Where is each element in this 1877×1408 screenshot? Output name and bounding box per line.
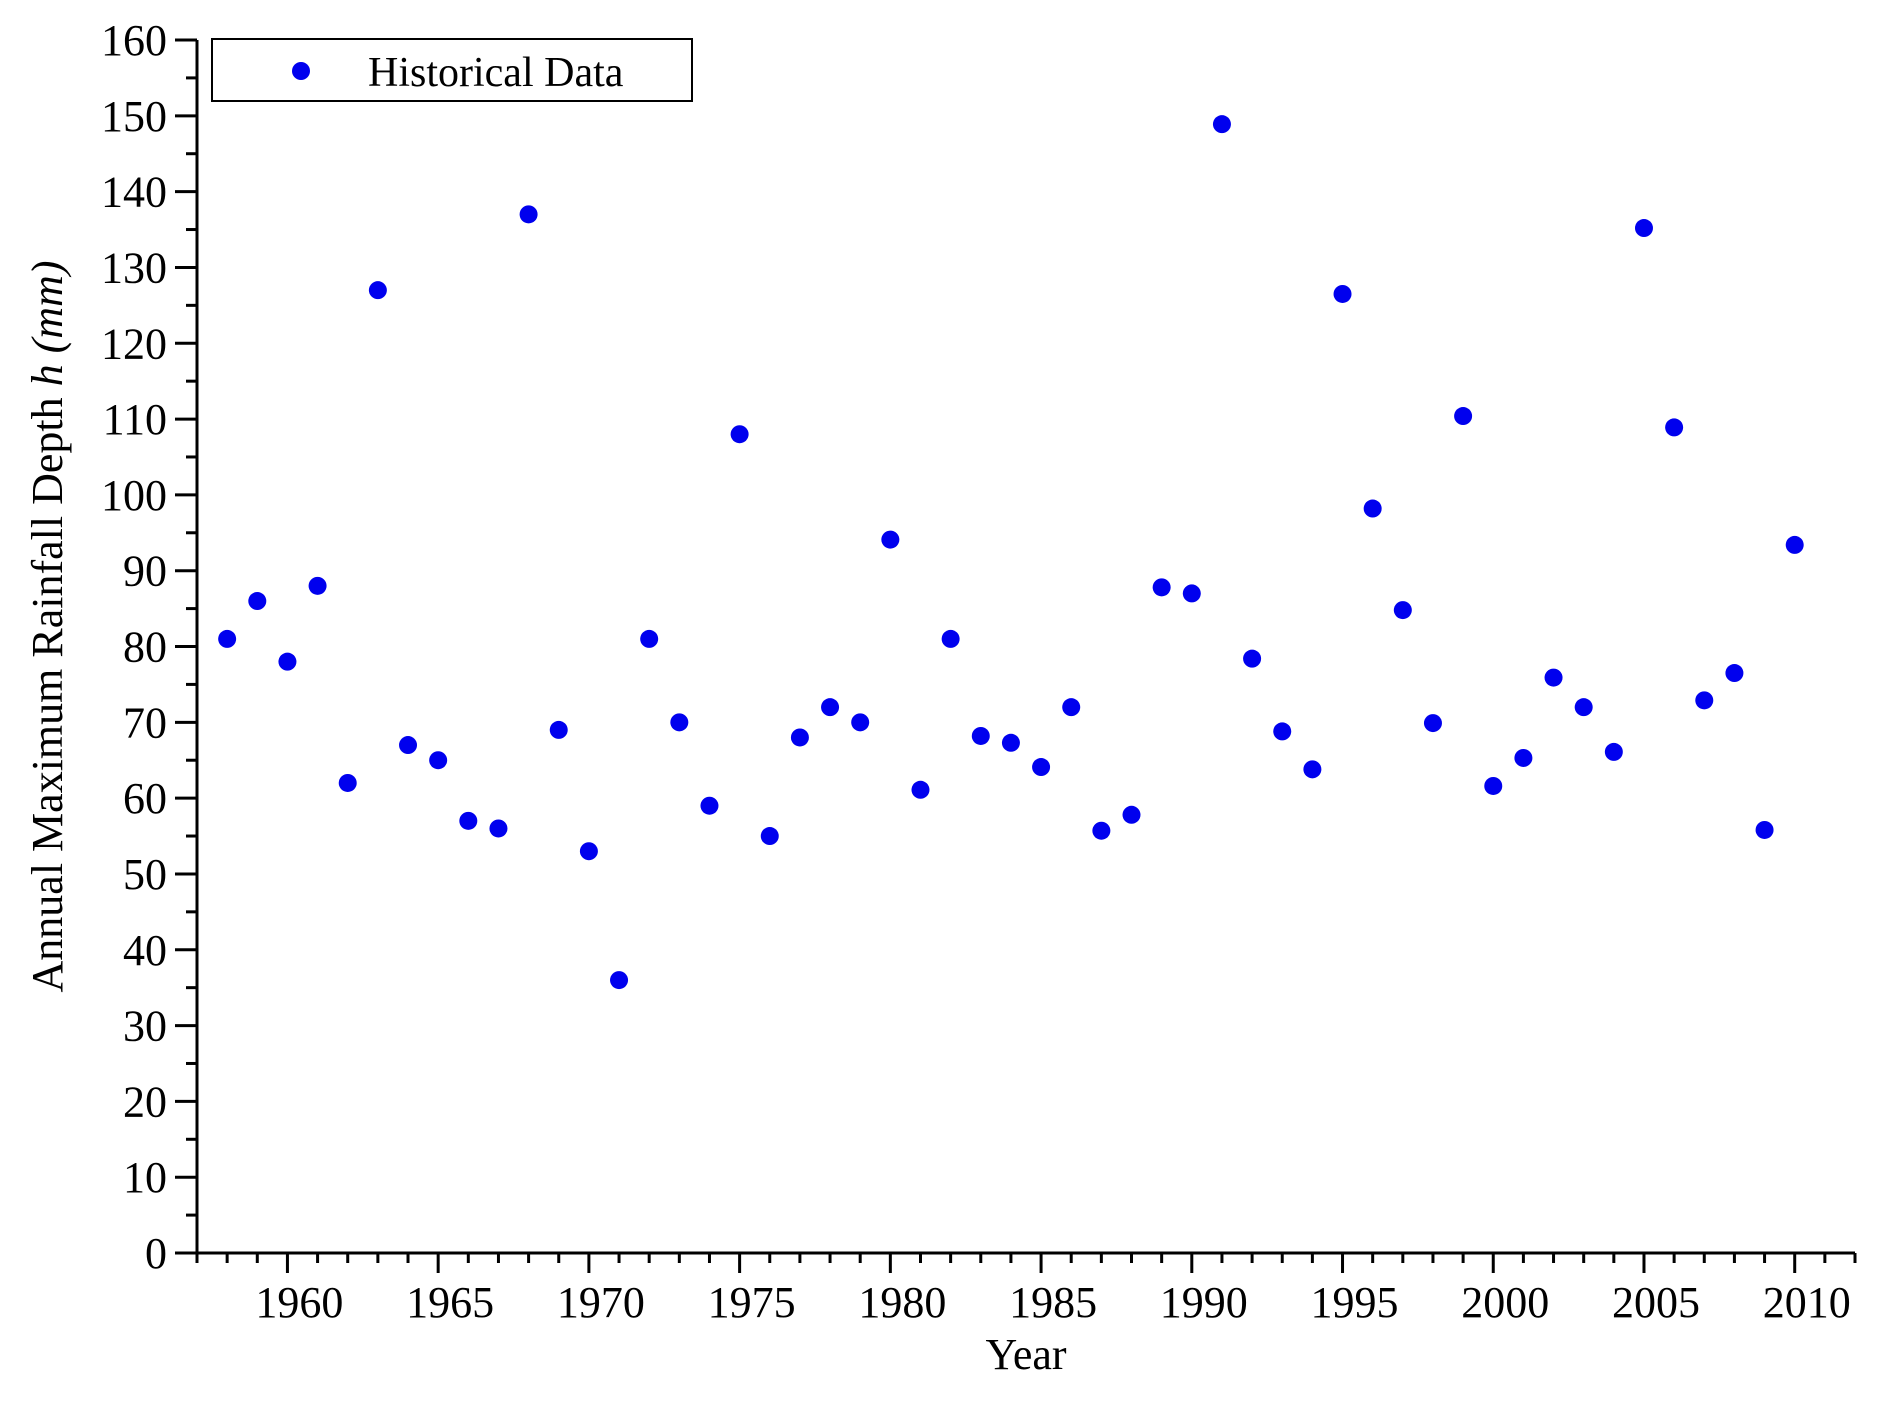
y-tick-label: 80 — [123, 623, 167, 672]
data-point — [429, 751, 448, 770]
data-point — [549, 720, 568, 739]
data-point — [1363, 499, 1382, 518]
data-point — [1243, 649, 1262, 668]
y-tick-label: 140 — [101, 168, 167, 217]
data-point — [1122, 805, 1141, 824]
data-point — [368, 281, 387, 300]
data-point — [971, 726, 990, 745]
x-tick-label: 2010 — [1763, 1278, 1851, 1327]
data-point — [1152, 578, 1171, 597]
x-tick-label: 1985 — [1009, 1278, 1097, 1327]
data-point — [248, 592, 267, 611]
data-point — [1484, 776, 1503, 795]
legend-label: Historical Data — [368, 50, 624, 96]
data-point — [459, 811, 478, 830]
data-point — [1062, 698, 1081, 717]
x-tick-label: 1960 — [255, 1278, 343, 1327]
data-point — [399, 736, 418, 755]
data-point — [911, 780, 930, 799]
x-tick-label: 1975 — [708, 1278, 796, 1327]
data-point — [1273, 722, 1292, 741]
data-point — [1725, 664, 1744, 683]
y-tick-label: 90 — [123, 547, 167, 596]
data-point — [1032, 758, 1051, 777]
y-tick-label: 60 — [123, 774, 167, 823]
x-tick-label: 2005 — [1612, 1278, 1700, 1327]
y-axis-label-prefix: Annual Maximum Rainfall Depth — [23, 386, 72, 992]
data-point — [218, 629, 237, 648]
x-axis-label: Year — [985, 1330, 1066, 1379]
x-tick-label: 1965 — [406, 1278, 494, 1327]
data-point — [308, 576, 327, 595]
data-point — [1665, 418, 1684, 437]
x-axis-ticks: 1960 1965 1970 1975 1980 1985 1990 1995 2000 2005… — [195, 1253, 1857, 1327]
y-axis-ticks: 0 10 20 30 40 50 60 70 80 90 100 110 120 130 140 150 160 — [101, 16, 197, 1278]
data-point — [700, 796, 719, 815]
y-tick-label: 130 — [101, 243, 167, 292]
data-point — [610, 971, 629, 990]
data-point — [1454, 407, 1473, 426]
data-point — [489, 819, 508, 838]
x-tick-label: 2000 — [1461, 1278, 1549, 1327]
y-tick-label: 110 — [103, 395, 167, 444]
x-tick-label: 1990 — [1160, 1278, 1248, 1327]
x-tick-label: 1970 — [557, 1278, 645, 1327]
y-axis-label: Annual Maximum Rainfall Depth h (mm) — [23, 261, 72, 993]
y-tick-label: 40 — [123, 926, 167, 975]
data-point — [1333, 284, 1352, 303]
data-point — [1001, 733, 1020, 752]
x-tick-label: 1980 — [858, 1278, 946, 1327]
y-axis-label-variable: h — [23, 364, 72, 386]
data-point — [1182, 584, 1201, 603]
y-tick-label: 120 — [101, 319, 167, 368]
y-tick-label: 70 — [123, 698, 167, 747]
data-point — [1755, 820, 1774, 839]
data-point — [730, 425, 749, 444]
data-point — [1212, 115, 1231, 134]
y-axis-label-unit: (mm) — [23, 261, 72, 365]
y-tick-label: 0 — [145, 1229, 167, 1278]
data-point — [1393, 601, 1412, 620]
data-point — [670, 713, 689, 732]
data-point — [1604, 742, 1623, 761]
data-point — [1574, 698, 1593, 717]
y-tick-label: 100 — [101, 471, 167, 520]
data-point — [881, 530, 900, 549]
y-tick-label: 20 — [123, 1077, 167, 1126]
data-point — [640, 629, 659, 648]
data-point — [1544, 668, 1563, 687]
data-point — [941, 629, 960, 648]
data-point — [851, 713, 870, 732]
data-point — [1092, 821, 1111, 840]
y-tick-label: 10 — [123, 1153, 167, 1202]
y-tick-label: 30 — [123, 1002, 167, 1051]
data-point — [579, 842, 598, 861]
legend-marker — [292, 62, 310, 80]
y-tick-label: 150 — [101, 92, 167, 141]
data-point — [760, 827, 779, 846]
data-point — [1303, 760, 1322, 779]
data-point — [1634, 219, 1653, 238]
data-point — [338, 773, 357, 792]
data-point — [790, 728, 809, 747]
data-point — [519, 205, 538, 224]
y-tick-label: 50 — [123, 850, 167, 899]
data-point — [278, 652, 297, 671]
x-tick-label: 1995 — [1311, 1278, 1399, 1327]
data-point — [1514, 748, 1533, 767]
data-points — [218, 115, 1804, 990]
legend: Historical Data — [211, 38, 693, 102]
data-point — [1785, 535, 1804, 554]
legend-box — [211, 38, 693, 102]
data-point — [1695, 691, 1714, 710]
data-point — [1423, 714, 1442, 733]
data-point — [821, 698, 840, 717]
y-tick-label: 160 — [101, 16, 167, 65]
